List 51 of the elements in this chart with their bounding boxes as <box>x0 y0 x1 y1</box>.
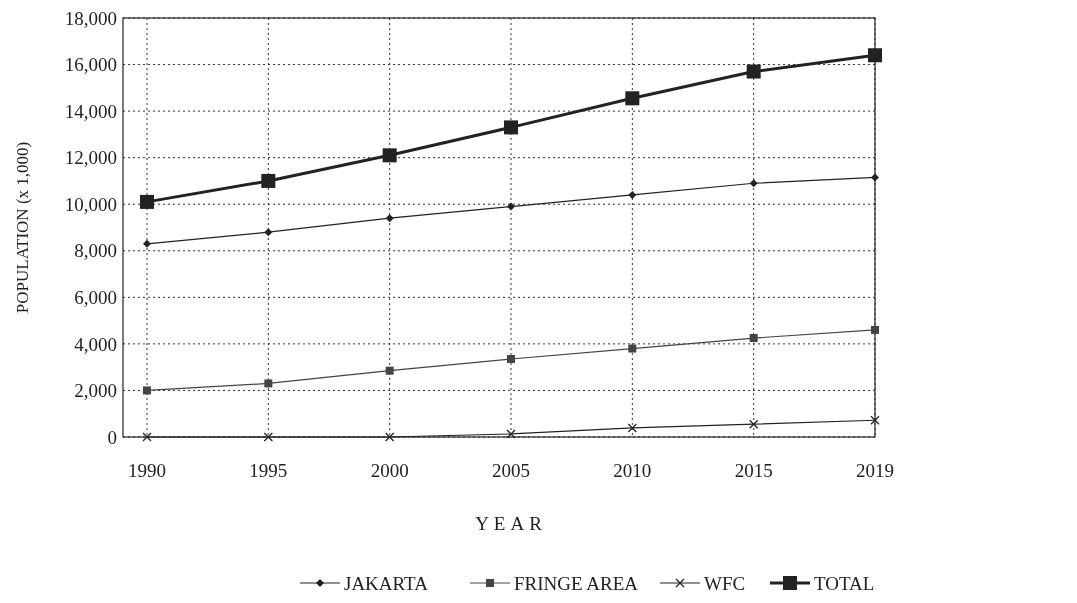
point <box>264 379 273 388</box>
point <box>628 190 637 199</box>
x-tick-label: 1990 <box>128 460 166 481</box>
point <box>504 120 518 135</box>
point <box>871 325 879 334</box>
point <box>625 91 640 106</box>
y-tick-label: 18,000 <box>64 7 117 29</box>
point <box>385 214 394 223</box>
x-tick-label: 2010 <box>613 460 652 481</box>
point <box>382 148 397 163</box>
point <box>871 173 879 182</box>
point <box>627 423 637 433</box>
legend-label: TOTAL <box>814 572 875 594</box>
y-tick-label: 14,000 <box>64 100 117 122</box>
point <box>507 202 515 211</box>
point <box>628 344 637 353</box>
y-tick-label: 12,000 <box>64 147 117 169</box>
point <box>385 366 394 375</box>
legend-label: JAKARTA <box>344 572 429 594</box>
x-axis-title: YEAR <box>475 513 547 534</box>
x-tick-label: 2015 <box>734 460 773 481</box>
legend-label: WFC <box>704 572 746 594</box>
point <box>140 194 154 209</box>
y-tick-label: 6,000 <box>74 286 117 308</box>
point <box>746 64 761 79</box>
point <box>749 334 758 343</box>
y-axis-title: POPULATION (x 1,000) <box>13 141 32 314</box>
y-tick-label: 2,000 <box>74 380 117 402</box>
point <box>143 386 151 395</box>
point <box>261 173 276 188</box>
point <box>506 429 516 439</box>
x-tick-label: 2000 <box>370 460 409 481</box>
point <box>507 355 515 364</box>
x-tick-label: 2005 <box>492 460 530 481</box>
legend-label: FRINGE AREA <box>514 572 639 594</box>
x-tick-label: 2019 <box>856 460 894 481</box>
point <box>868 48 882 63</box>
y-tick-label: 10,000 <box>64 193 117 215</box>
point <box>142 432 152 442</box>
y-tick-label: 8,000 <box>74 240 117 262</box>
y-tick-label: 16,000 <box>64 54 117 76</box>
point <box>749 419 759 429</box>
point <box>264 228 273 237</box>
y-tick-label: 0 <box>107 426 117 448</box>
point <box>870 415 880 425</box>
point <box>263 432 273 442</box>
x-tick-label: 1995 <box>249 460 288 481</box>
point <box>385 432 395 442</box>
y-tick-label: 4,000 <box>74 333 117 355</box>
point <box>143 239 151 248</box>
point <box>749 179 758 188</box>
